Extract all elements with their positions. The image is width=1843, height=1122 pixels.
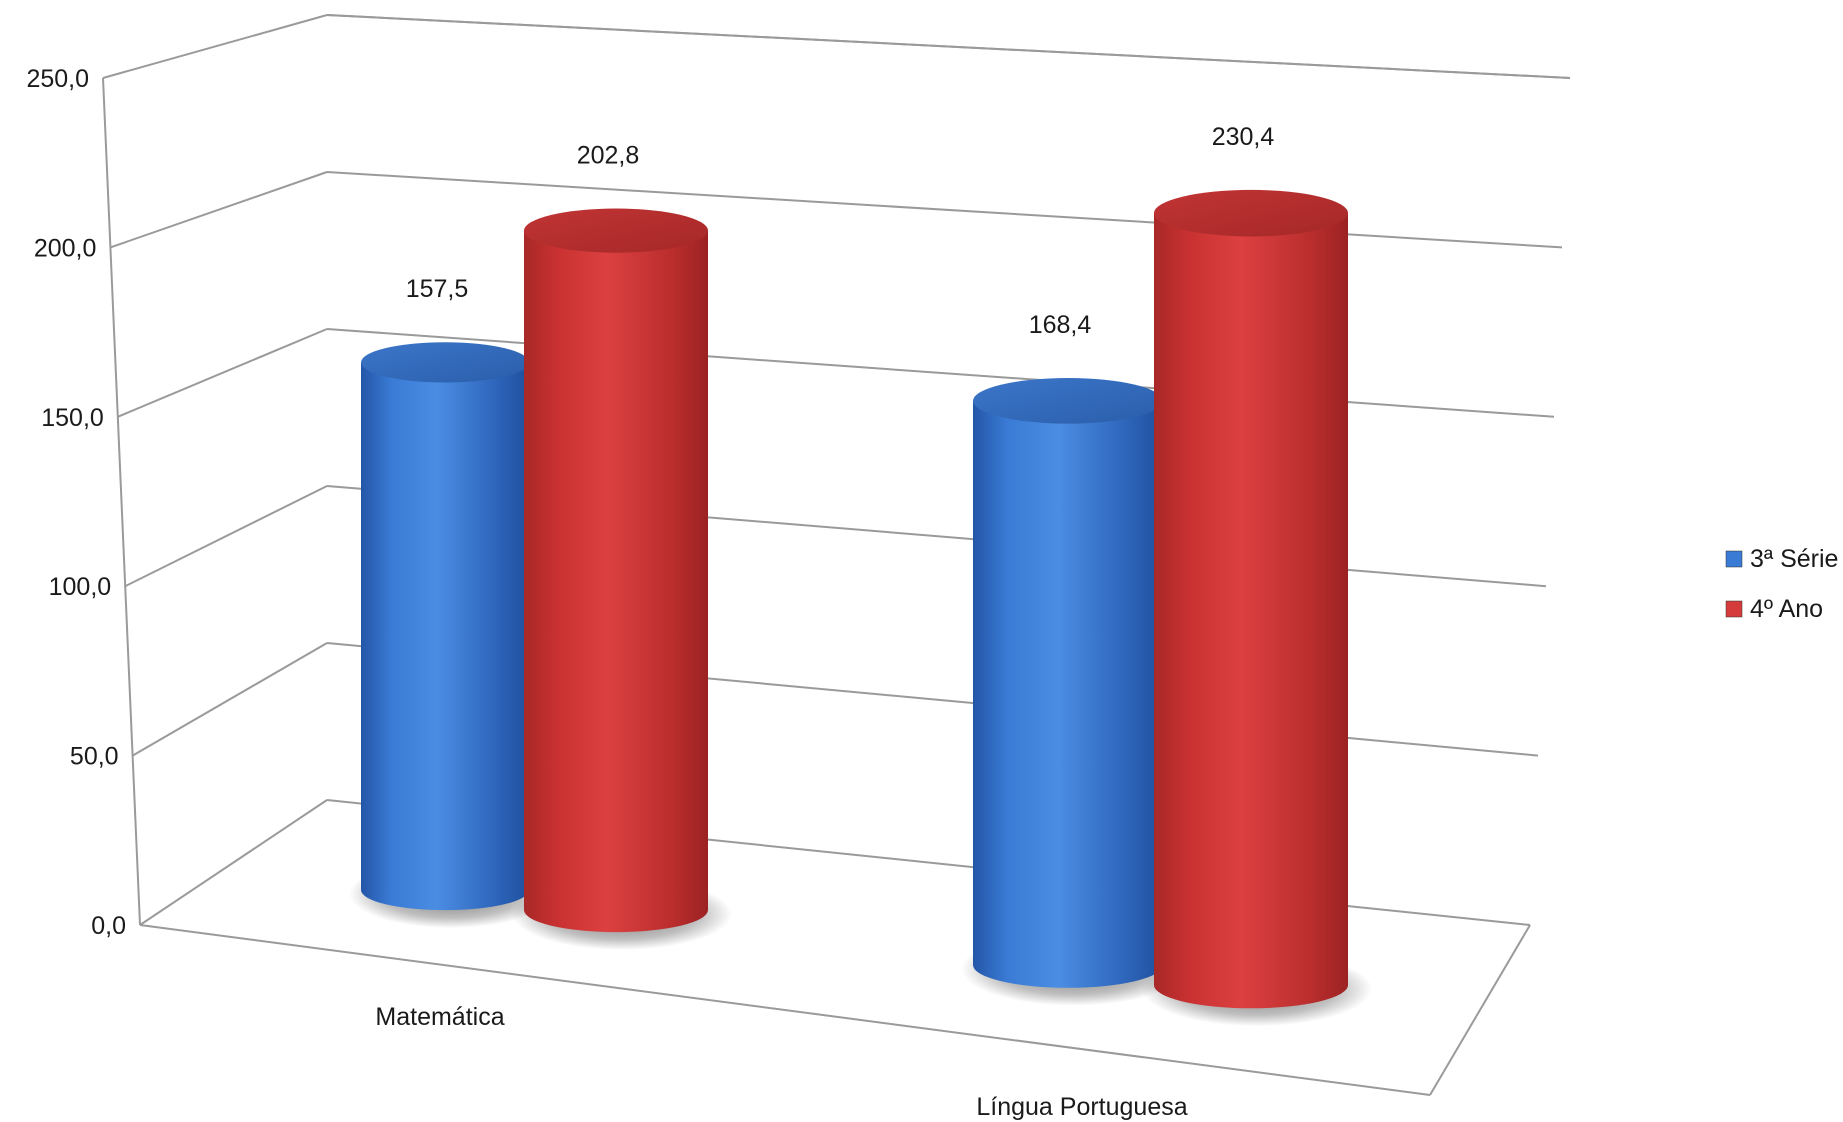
y-tick-label: 200,0 xyxy=(34,234,97,262)
grid-left-4 xyxy=(110,171,328,249)
bar-cap-0-0 xyxy=(361,342,529,383)
data-label: 230,4 xyxy=(1212,123,1275,151)
grid-left-0 xyxy=(139,799,328,926)
grid-left-5 xyxy=(102,14,328,79)
x-axis-categories: Matemática Língua Portuguesa xyxy=(375,1003,1187,1121)
left-wall-front-edge xyxy=(102,77,141,926)
legend-label: 3ª Série xyxy=(1750,545,1838,573)
floor-front-edge xyxy=(139,924,1431,1096)
y-tick-label: 0,0 xyxy=(91,912,126,940)
bar-cap-0-1 xyxy=(973,378,1163,424)
data-label: 202,8 xyxy=(577,142,640,170)
plot-frame xyxy=(102,14,1571,1096)
data-label: 168,4 xyxy=(1029,311,1092,339)
legend-swatch xyxy=(1725,600,1743,618)
floor-right-edge xyxy=(1429,924,1531,1096)
legend-swatch xyxy=(1725,550,1743,568)
y-axis-ticks: 0,0 50,0 100,0 150,0 200,0 250,0 xyxy=(26,65,126,940)
gridlines xyxy=(102,14,1571,926)
data-label: 157,5 xyxy=(406,275,469,303)
grid-left-3 xyxy=(117,328,328,418)
legend-label: 4º Ano xyxy=(1750,595,1823,623)
category-label: Matemática xyxy=(375,1003,504,1031)
bar-0-0 xyxy=(361,362,529,911)
data-labels: 157,5 202,8 168,4 230,4 xyxy=(406,123,1275,339)
y-tick-label: 50,0 xyxy=(70,743,119,771)
bar-1-1 xyxy=(1154,213,1348,1009)
grid-left-1 xyxy=(132,642,328,757)
legend: 3ª Série 4º Ano xyxy=(1725,545,1838,623)
y-tick-label: 150,0 xyxy=(41,404,104,432)
grid-left-2 xyxy=(124,485,328,588)
bar-cap-1-1 xyxy=(1154,189,1348,237)
bar-cap-1-0 xyxy=(524,208,708,253)
category-label: Língua Portuguesa xyxy=(976,1093,1187,1121)
grid-back-4 xyxy=(326,171,1563,249)
y-tick-label: 250,0 xyxy=(26,65,89,93)
y-tick-label: 100,0 xyxy=(49,573,112,601)
bar-0-1 xyxy=(973,400,1163,988)
bar-1-0 xyxy=(524,230,708,933)
bars xyxy=(349,189,1372,1027)
grid-back-5 xyxy=(326,14,1571,79)
